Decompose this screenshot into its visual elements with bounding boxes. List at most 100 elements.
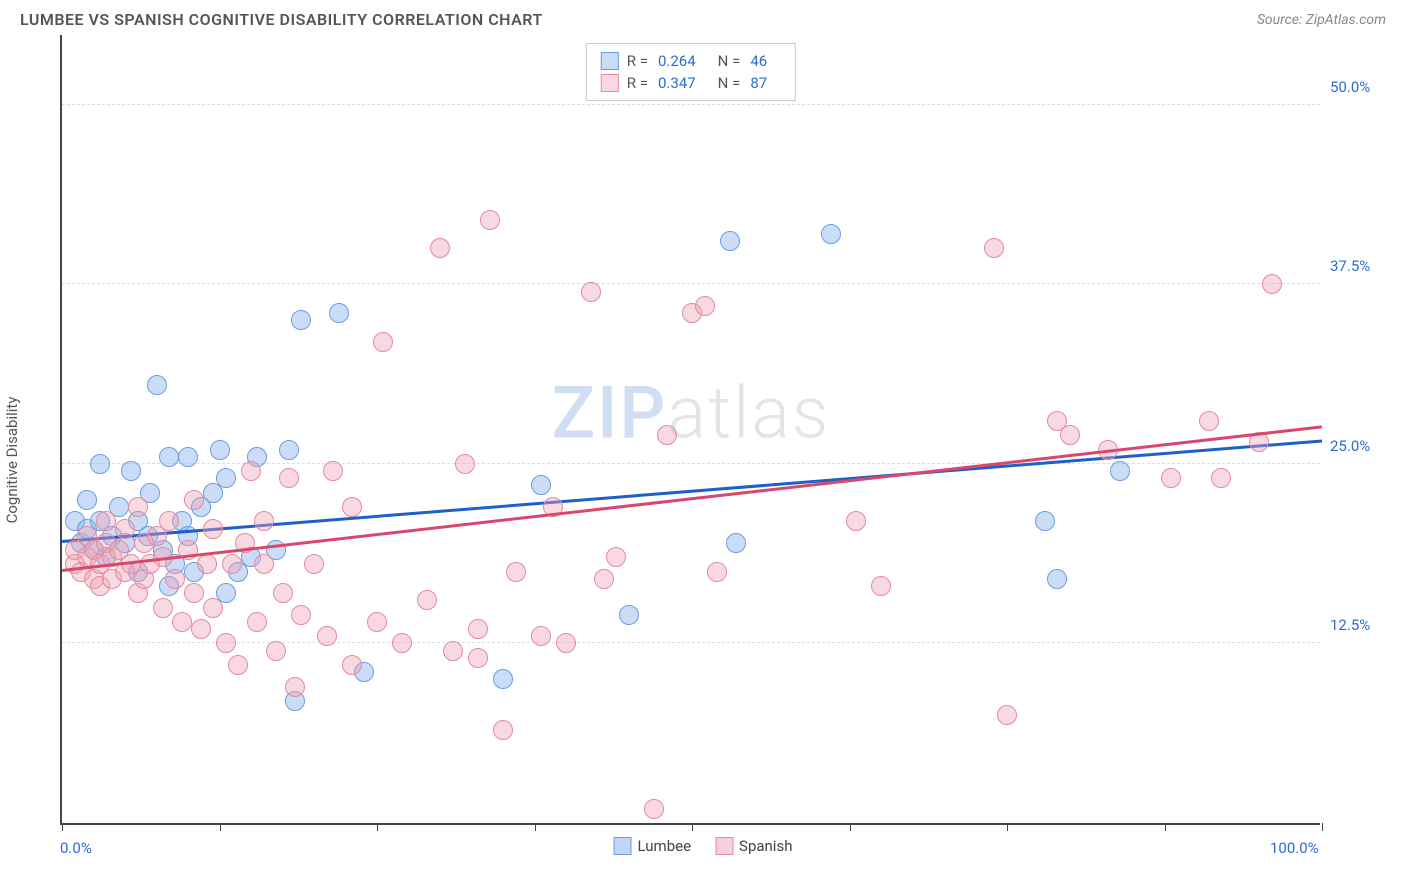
legend-top-row: R =0.264N =46 [601,50,781,72]
data-point [493,669,513,689]
data-point [392,633,412,653]
y-tick-label: 37.5% [1330,257,1390,275]
data-point [285,677,305,697]
data-point [821,224,841,244]
data-point [147,375,167,395]
data-point [644,799,664,819]
n-label: N = [718,74,741,92]
r-label: R = [627,74,648,92]
data-point [726,533,746,553]
legend-label: Lumbee [638,837,692,855]
x-label-left: 0.0% [60,839,92,857]
data-point [417,590,437,610]
data-point [846,511,866,531]
data-point [720,231,740,251]
data-point [1161,468,1181,488]
y-tick-label: 50.0% [1330,78,1390,96]
data-point [506,562,526,582]
legend-swatch [601,52,619,70]
series-legend: Lumbee Spanish [614,837,793,855]
data-point [165,569,185,589]
data-point [531,475,551,495]
data-point [279,468,299,488]
data-point [172,612,192,632]
legend-swatch [614,837,632,855]
x-tick [1007,823,1008,831]
watermark-zip: ZIP [552,371,668,456]
y-tick-label: 12.5% [1330,616,1390,634]
source-label: Source: ZipAtlas.com [1257,12,1386,28]
data-point [430,238,450,258]
data-point [1035,511,1055,531]
x-tick [220,823,221,831]
data-point [254,511,274,531]
chart-title: LUMBEE VS SPANISH COGNITIVE DISABILITY C… [20,10,543,29]
data-point [96,511,116,531]
x-tick [692,823,693,831]
data-point [228,655,248,675]
legend-label: Spanish [739,837,792,855]
legend-swatch [601,74,619,92]
n-value: 87 [750,74,767,92]
data-point [241,461,261,481]
x-tick [1322,823,1323,831]
data-point [342,655,362,675]
data-point [468,619,488,639]
x-label-right: 100.0% [1270,839,1319,857]
data-point [1211,468,1231,488]
data-point [707,562,727,582]
data-point [367,612,387,632]
data-point [468,648,488,668]
data-point [203,598,223,618]
y-tick-label: 25.0% [1330,437,1390,455]
x-tick [62,823,63,831]
data-point [273,583,293,603]
x-tick [850,823,851,831]
data-point [695,296,715,316]
data-point [159,447,179,467]
data-point [203,519,223,539]
data-point [90,454,110,474]
legend-swatch [715,837,733,855]
data-point [178,447,198,467]
data-point [216,633,236,653]
data-point [247,612,267,632]
y-axis-label: Cognitive Disability [3,397,21,524]
r-value: 0.347 [658,74,696,92]
data-point [657,425,677,445]
r-label: R = [627,52,648,70]
watermark-atlas: atlas [667,371,830,456]
data-point [1060,425,1080,445]
r-value: 0.264 [658,52,696,70]
data-point [619,605,639,625]
data-point [184,583,204,603]
data-point [216,468,236,488]
data-point [115,519,135,539]
n-value: 46 [750,52,767,70]
plot-area: ZIPatlas R =0.264N =46R =0.347N =87 12.5… [60,35,1320,825]
data-point [128,497,148,517]
legend-item: Spanish [715,837,792,855]
data-point [291,310,311,330]
data-point [480,210,500,230]
data-point [304,554,324,574]
data-point [531,626,551,646]
data-point [1110,461,1130,481]
data-point [291,605,311,625]
gridline [62,283,1320,284]
data-point [997,705,1017,725]
data-point [556,633,576,653]
data-point [581,282,601,302]
x-tick [1165,823,1166,831]
data-point [317,626,337,646]
data-point [606,547,626,567]
data-point [323,461,343,481]
data-point [871,576,891,596]
data-point [594,569,614,589]
data-point [342,497,362,517]
data-point [254,554,274,574]
gridline [62,104,1320,105]
data-point [77,490,97,510]
x-tick [377,823,378,831]
data-point [984,238,1004,258]
